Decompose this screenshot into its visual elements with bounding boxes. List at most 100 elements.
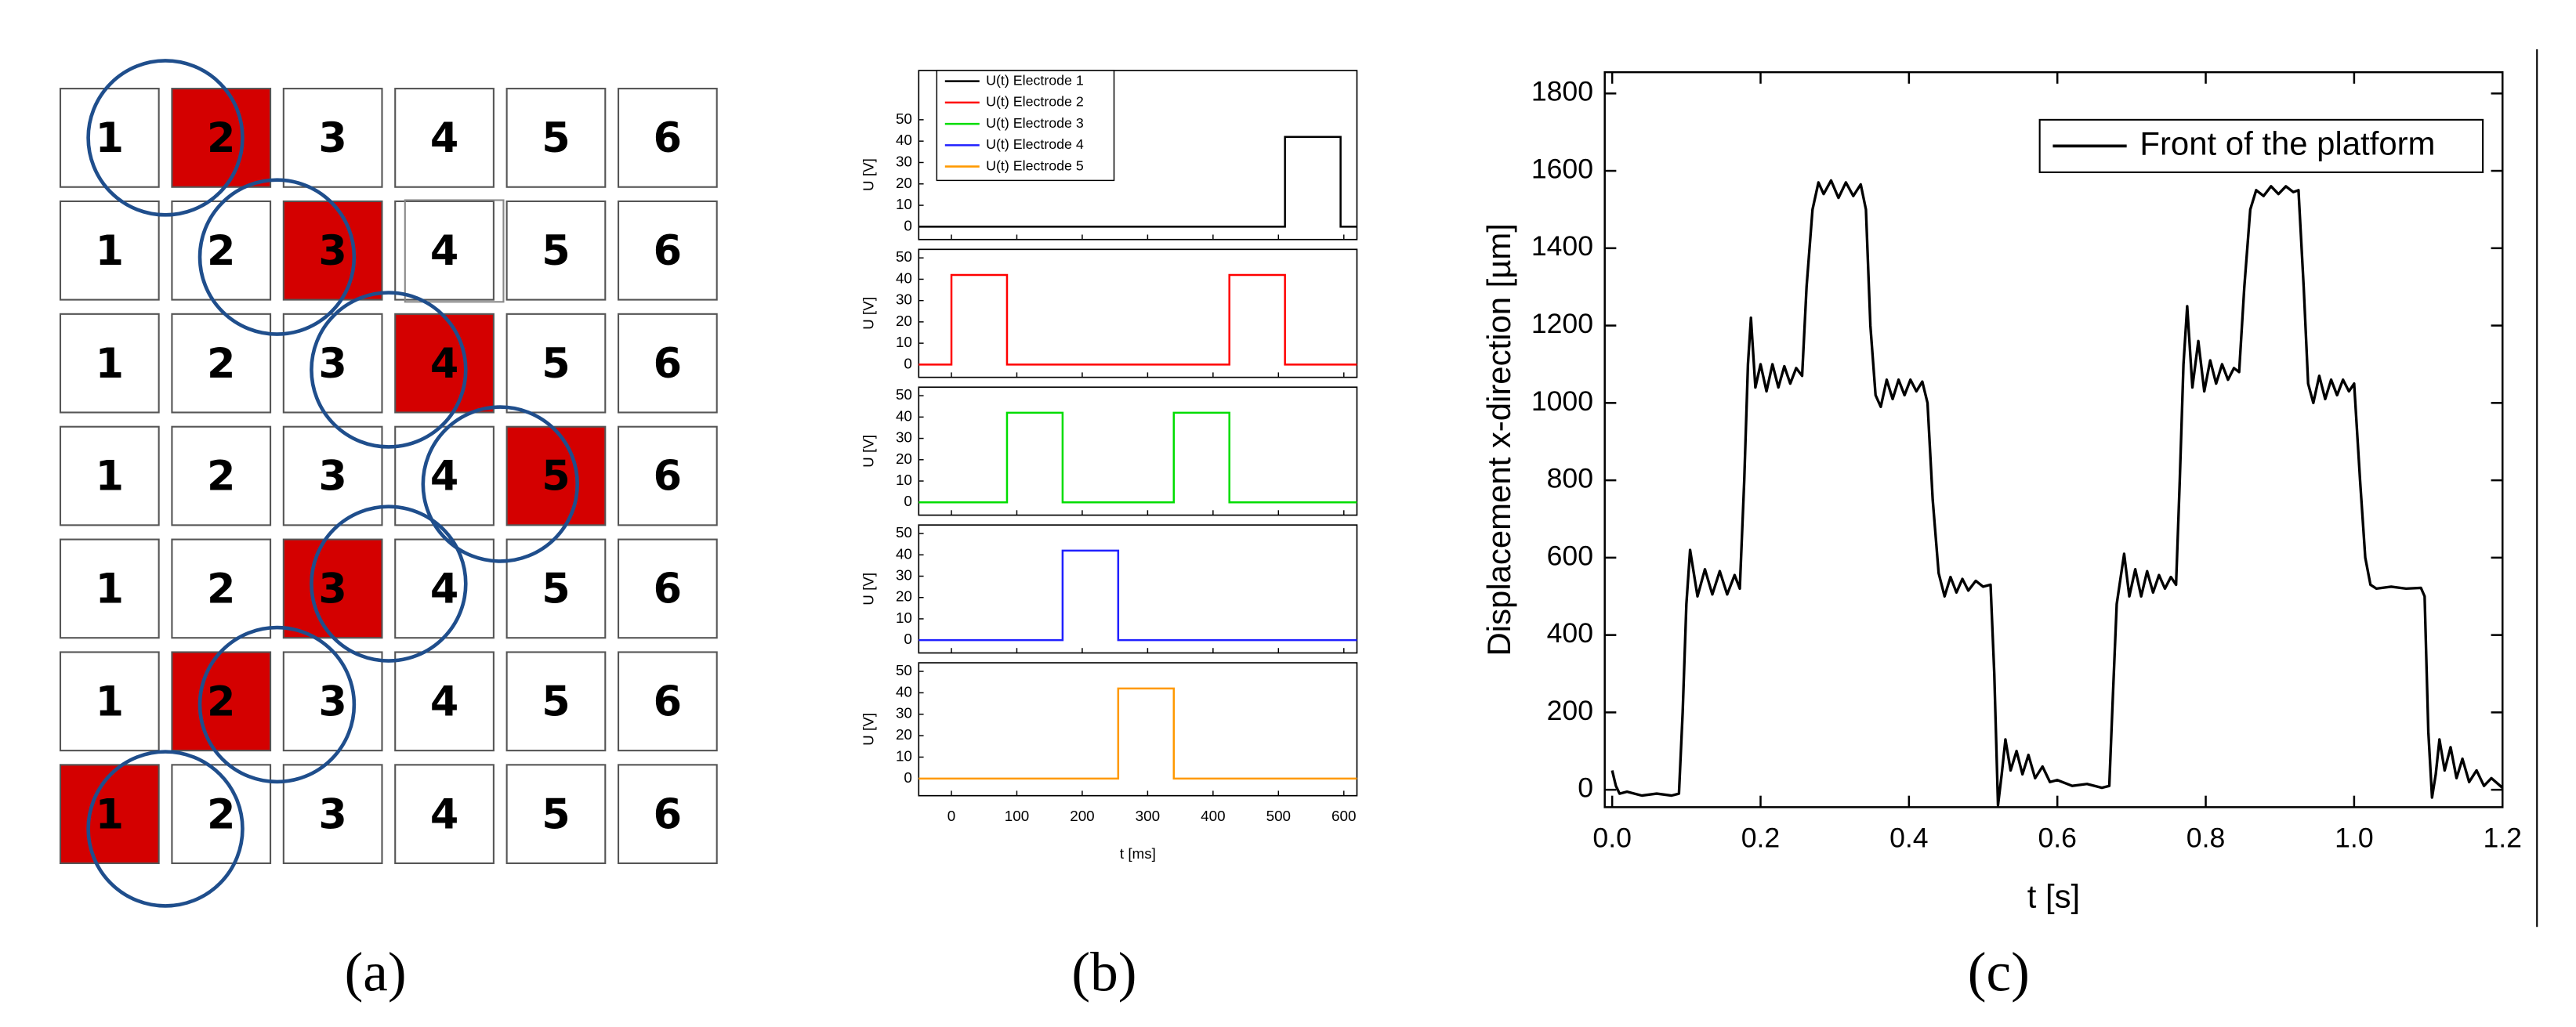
y-tick-label: 600 [1547,540,1593,571]
y-tick-label: 0 [904,493,911,509]
y-tick-label: 30 [896,705,912,721]
grid-cell [617,764,718,865]
y-tick-label: 30 [896,291,912,308]
legend-label: U(t) Electrode 4 [986,136,1084,152]
cell-label: 3 [318,566,346,613]
cell-label: 4 [430,678,458,725]
cell-label: 2 [207,114,235,162]
cell-label: 3 [318,678,346,725]
cell-label: 1 [96,227,124,275]
cell-label: 3 [318,340,346,388]
x-tick-label: 600 [1331,808,1356,824]
y-tick-label: 50 [896,524,912,541]
y-tick-label: 50 [896,386,912,403]
grid-cell [171,88,272,188]
grid-cell [171,425,272,526]
y-tick-label: 1800 [1531,76,1593,107]
y-tick-label: 30 [896,566,912,583]
cell-label: 6 [654,453,682,501]
cell-label: 3 [318,114,346,162]
grid-cell [505,651,607,752]
y-tick-label: 20 [896,313,912,329]
grid-cell [505,88,607,188]
y-tick-label: 50 [896,662,912,678]
plot-frame [918,524,1358,654]
y-tick-label: 0 [1578,772,1593,804]
y-tick-label: 1200 [1531,308,1593,339]
y-tick-label: 1000 [1531,385,1593,417]
y-tick-label: 10 [896,609,912,626]
cell-label: 4 [430,566,458,613]
grid-cell [394,313,495,414]
grid-cell [59,425,160,526]
signal-line [918,136,1357,228]
y-tick-label: 50 [896,110,912,127]
legend-label: U(t) Electrode 2 [986,94,1084,110]
y-tick-label: 50 [896,248,912,265]
y-tick-label: 0 [904,631,911,647]
cell-label: 1 [96,114,124,162]
circle-marker [86,750,245,908]
cell-label: 6 [654,678,682,725]
cell-label: 2 [207,566,235,613]
grid-cell [282,200,383,301]
y-tick-label: 20 [896,450,912,467]
x-axis-label: t [s] [2027,878,2080,915]
signal-line [918,411,1357,504]
signal-line [918,273,1357,366]
x-tick-label: 200 [1070,808,1094,824]
cell-label: 5 [542,453,570,501]
circle-marker [421,405,579,563]
caption: (a) [345,942,407,1003]
grid-cell [282,651,383,752]
y-axis-label: U [V] [860,713,876,746]
grid-cell [394,651,495,752]
grid-cell [282,538,383,639]
grid-cell [59,313,160,414]
y-tick-label: 30 [896,153,912,169]
y-axis-label: U [V] [860,158,876,191]
cell-label: 6 [654,227,682,275]
x-tick-label: 300 [1136,808,1160,824]
cell-label: 6 [654,340,682,388]
grid-cell [394,764,495,865]
plot-frame [918,386,1358,516]
cell-label: 5 [542,340,570,388]
legend-label: U(t) Electrode 1 [986,72,1084,88]
grid-cell [505,200,607,301]
x-tick-label: 0.2 [1741,823,1780,854]
y-tick-label: 10 [896,747,912,764]
plot-frame [918,70,1358,240]
x-tick-label: 0.6 [2038,823,2076,854]
y-tick-label: 40 [896,132,912,148]
cell-label: 5 [542,114,570,162]
circle-marker [310,504,468,663]
cell-label: 1 [96,453,124,501]
cell-label: 4 [430,790,458,838]
cell-label: 4 [430,453,458,501]
y-tick-label: 0 [904,769,911,786]
cell-label: 5 [542,227,570,275]
grid-cell [394,200,495,301]
legend-label: U(t) Electrode 3 [986,115,1084,131]
y-tick-label: 1400 [1531,230,1593,262]
legend-label: Front of the platform [2139,125,2435,161]
grid-cell [59,538,160,639]
cell-label: 4 [430,114,458,162]
grid-cell [617,88,718,188]
y-tick-label: 20 [896,726,912,743]
legend-label: U(t) Electrode 5 [986,157,1084,173]
circle-marker [310,291,468,449]
y-tick-label: 800 [1547,463,1593,494]
x-tick-label: 400 [1201,808,1225,824]
cell-label: 4 [430,340,458,388]
y-axis-label: U [V] [860,573,876,606]
cell-label: 2 [207,678,235,725]
caption: (c) [1968,942,2030,1003]
plot-frame [918,662,1358,797]
legend-box [936,70,1115,182]
cell-label: 6 [654,566,682,613]
x-tick-label: 0.4 [1889,823,1928,854]
x-tick-label: 500 [1266,808,1291,824]
